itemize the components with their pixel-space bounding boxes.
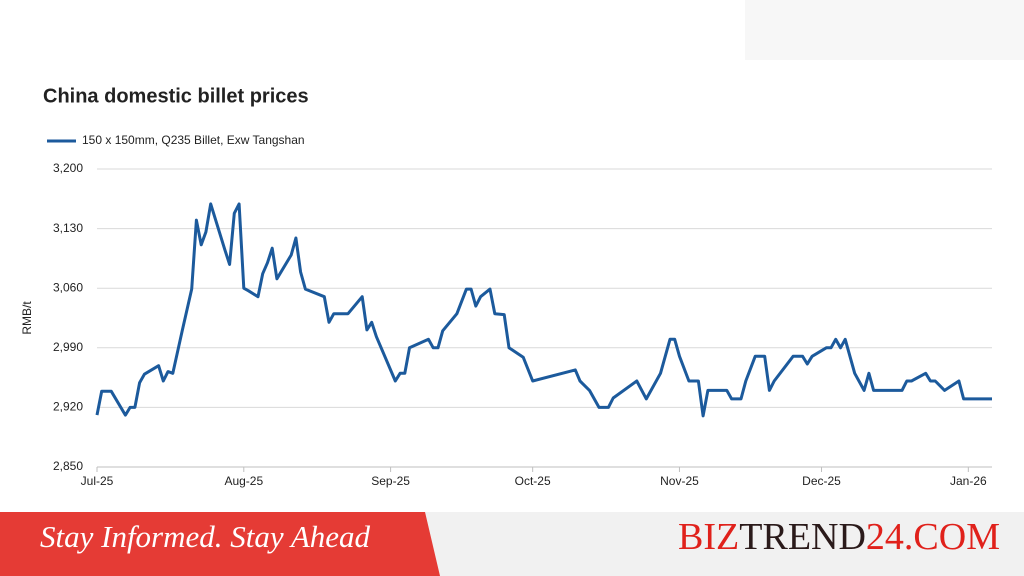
- x-tick-label: Nov-25: [660, 474, 699, 488]
- tagline: Stay Informed. Stay Ahead: [40, 519, 371, 554]
- y-tick-label: 2,850: [53, 459, 83, 473]
- y-tick-label: 2,920: [53, 400, 83, 414]
- y-tick-label: 3,060: [53, 280, 83, 294]
- brand-part: 24.COM: [866, 516, 1000, 558]
- y-tick-label: 3,130: [53, 221, 83, 235]
- price-line: [95, 202, 992, 418]
- x-tick-label: Jan-26: [950, 474, 987, 488]
- x-tick-label: Aug-25: [224, 474, 263, 488]
- y-axis-label: RMB/t: [20, 301, 34, 335]
- x-tick-label: Sep-25: [371, 474, 410, 488]
- y-tick-label: 3,200: [53, 161, 83, 175]
- brand: BIZTREND24.COM: [678, 516, 1000, 558]
- x-tick-label: Jul-25: [81, 474, 114, 488]
- brand-part: BIZ: [678, 516, 739, 558]
- chart-title: China domestic billet prices: [43, 85, 309, 107]
- y-tick-label: 2,990: [53, 340, 83, 354]
- tagline-bg: [0, 512, 440, 576]
- x-tick-label: Dec-25: [802, 474, 841, 488]
- brand-part: TREND: [739, 516, 866, 558]
- legend-label: 150 x 150mm, Q235 Billet, Exw Tangshan: [82, 133, 305, 147]
- x-tick-label: Oct-25: [515, 474, 551, 488]
- corner-panel: [745, 0, 1024, 60]
